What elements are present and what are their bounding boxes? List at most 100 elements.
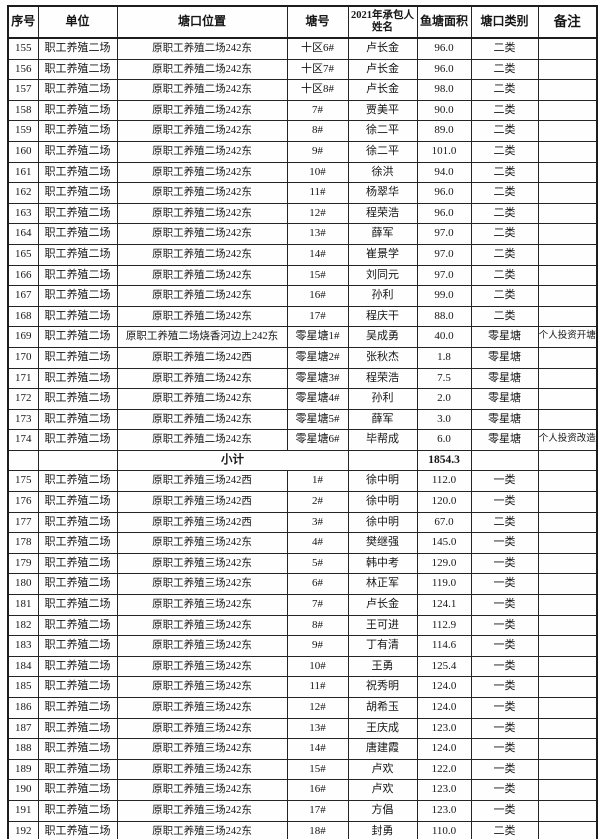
cell-area: 96.0: [416, 58, 472, 81]
cell-contractor: 王勇: [347, 655, 418, 678]
cell-location: 原职工养殖二场242东: [116, 243, 288, 266]
cell-note: 个人投资改造: [537, 429, 598, 451]
table-row: 167 职工养殖二场 原职工养殖二场242东 16# 孙利 99.0 二类: [7, 285, 598, 307]
cell-contractor: 胡希玉: [347, 697, 418, 719]
cell-contractor: 徐中明: [347, 470, 418, 493]
cell-category: 二类: [470, 99, 539, 122]
subtotal-area: 1854.3: [416, 449, 472, 472]
cell-seq: 163: [7, 202, 39, 225]
table-row: 164 职工养殖二场 原职工养殖二场242东 13# 薛军 97.0 二类: [7, 223, 598, 245]
table-row: 180 职工养殖二场 原职工养殖三场242东 6# 林正军 119.0 一类: [7, 573, 598, 596]
cell-location: 原职工养殖三场242东: [116, 799, 288, 822]
cell-location: 原职工养殖二场242东: [116, 99, 288, 122]
cell-unit: 职工养殖二场: [37, 99, 118, 122]
cell-seq: 174: [7, 429, 39, 451]
cell-contractor: 卢欢: [347, 779, 418, 801]
cell-location: 原职工养殖二场242东: [116, 429, 288, 451]
cell-unit: 职工养殖二场: [37, 79, 118, 101]
col-header-category: 塘口类别: [470, 5, 539, 39]
cell-note: [537, 532, 598, 554]
cell-seq: [7, 449, 39, 472]
cell-category: 二类: [470, 161, 539, 184]
cell-pond: 17#: [286, 799, 349, 822]
table-row: 175 职工养殖二场 原职工养殖三场242西 1# 徐中明 112.0 一类: [7, 470, 598, 493]
cell-unit: 职工养殖二场: [37, 717, 118, 740]
cell-unit: 职工养殖二场: [37, 532, 118, 554]
cell-category: 一类: [470, 799, 539, 822]
cell-category: 二类: [470, 305, 539, 328]
cell-location: 原职工养殖二场242东: [116, 202, 288, 225]
cell-pond: 17#: [286, 305, 349, 328]
cell-category: 一类: [470, 779, 539, 801]
cell-seq: 189: [7, 758, 39, 781]
cell-pond: 7#: [286, 594, 349, 616]
cell-contractor: 吴成勇: [347, 326, 418, 348]
cell-seq: 169: [7, 326, 39, 348]
cell-seq: 188: [7, 738, 39, 760]
cell-area: 112.0: [416, 470, 472, 493]
cell-unit: 职工养殖二场: [37, 511, 118, 534]
cell-location: 原职工养殖三场242东: [116, 655, 288, 678]
cell-area: 124.0: [416, 676, 472, 698]
cell-seq: 162: [7, 182, 39, 204]
cell-category: 二类: [470, 37, 539, 60]
cell-note: [537, 717, 598, 740]
table-row: 173 职工养殖二场 原职工养殖二场242东 零星塘5# 薛军 3.0 零星塘: [7, 408, 598, 431]
cell-contractor: 杨翠华: [347, 182, 418, 204]
cell-unit: 职工养殖二场: [37, 326, 118, 348]
cell-unit: 职工养殖二场: [37, 120, 118, 142]
col-header-name: 2021年承包人姓名: [347, 5, 418, 39]
cell-category: 二类: [470, 202, 539, 225]
table-row: 185 职工养殖二场 原职工养殖三场242东 11# 祝秀明 124.0 一类: [7, 676, 598, 698]
cell-seq: 187: [7, 717, 39, 740]
cell-category: 二类: [470, 140, 539, 163]
cell-area: 123.0: [416, 799, 472, 822]
cell-unit: 职工养殖二场: [37, 635, 118, 657]
table-row: 186 职工养殖二场 原职工养殖三场242东 12# 胡希玉 124.0 一类: [7, 697, 598, 719]
cell-area: 90.0: [416, 99, 472, 122]
cell-unit: 职工养殖二场: [37, 573, 118, 596]
cell-seq: 184: [7, 655, 39, 678]
cell-area: 123.0: [416, 779, 472, 801]
cell-category: 二类: [470, 79, 539, 101]
cell-seq: 192: [7, 820, 39, 839]
cell-seq: 168: [7, 305, 39, 328]
cell-location: 原职工养殖三场242东: [116, 594, 288, 616]
cell-note: [537, 99, 598, 122]
cell-unit: 职工养殖二场: [37, 367, 118, 390]
cell-area: 1.8: [416, 346, 472, 369]
cell-category: 二类: [470, 264, 539, 287]
cell-area: 112.9: [416, 614, 472, 637]
cell-pond: 零星塘4#: [286, 388, 349, 410]
cell-unit: 职工养殖二场: [37, 799, 118, 822]
cell-unit: 职工养殖二场: [37, 655, 118, 678]
cell-note: [537, 573, 598, 596]
cell-note: [537, 37, 598, 60]
cell-area: 97.0: [416, 243, 472, 266]
cell-seq: 171: [7, 367, 39, 390]
cell-area: 97.0: [416, 223, 472, 245]
cell-seq: 160: [7, 140, 39, 163]
cell-seq: 170: [7, 346, 39, 369]
cell-area: 101.0: [416, 140, 472, 163]
cell-area: 99.0: [416, 285, 472, 307]
cell-contractor: 徐二平: [347, 140, 418, 163]
cell-contractor: 祝秀明: [347, 676, 418, 698]
cell-contractor: 刘同元: [347, 264, 418, 287]
table-row: 174 职工养殖二场 原职工养殖二场242东 零星塘6# 毕帮成 6.0 零星塘 个人投资改造: [7, 429, 598, 451]
header-row: 序号 单位 塘口位置 塘号 2021年承包人姓名 鱼塘面积 塘口类别 备注: [7, 5, 598, 39]
cell-area: 88.0: [416, 305, 472, 328]
cell-seq: 164: [7, 223, 39, 245]
table-row: 189 职工养殖二场 原职工养殖三场242东 15# 卢欢 122.0 一类: [7, 758, 598, 781]
cell-note: [537, 140, 598, 163]
cell-note: [537, 655, 598, 678]
cell-contractor: 丁有清: [347, 635, 418, 657]
col-header-note: 备注: [537, 5, 598, 39]
cell-unit: 职工养殖二场: [37, 491, 118, 513]
cell-location: 原职工养殖二场242西: [116, 346, 288, 369]
cell-seq: 186: [7, 697, 39, 719]
cell-location: 原职工养殖三场242东: [116, 758, 288, 781]
table-row: 156 职工养殖二场 原职工养殖二场242东 十区7# 卢长金 96.0 二类: [7, 58, 598, 81]
cell-pond: 9#: [286, 140, 349, 163]
